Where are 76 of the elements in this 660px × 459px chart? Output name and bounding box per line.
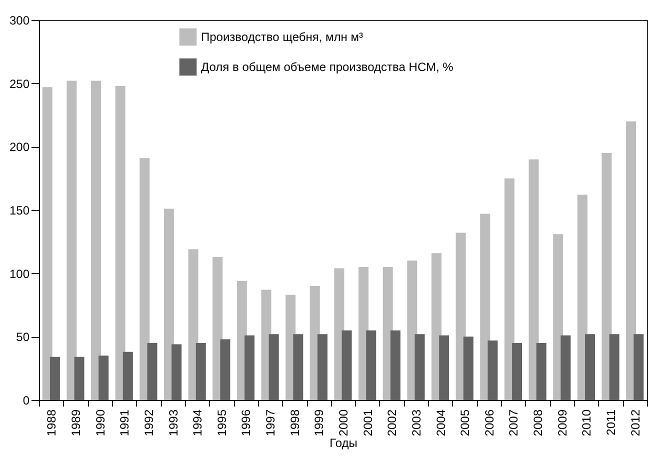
- x-tick-label: 2007: [506, 409, 521, 436]
- bar: [342, 330, 352, 400]
- bar: [577, 194, 588, 400]
- x-tick-label: 1995: [214, 409, 229, 436]
- bar: [456, 232, 466, 400]
- bar: [172, 344, 182, 400]
- bar: [536, 343, 546, 400]
- x-tick-label: 2012: [628, 409, 642, 436]
- bar: [528, 159, 539, 400]
- bar: [196, 343, 206, 400]
- x-tick-label: 1996: [239, 409, 254, 436]
- x-tick-label: 2001: [360, 409, 375, 436]
- bar: [602, 153, 612, 400]
- bar: [390, 330, 400, 400]
- x-tick-label: 1997: [264, 409, 278, 436]
- bar: [317, 334, 328, 400]
- x-tick-label: 1989: [68, 409, 83, 436]
- bar: [626, 121, 636, 400]
- bar: [407, 260, 418, 400]
- bar: [244, 335, 255, 400]
- x-tick-label: 1999: [312, 409, 326, 436]
- bar: [504, 178, 514, 400]
- bar: [488, 340, 498, 400]
- x-tick-label: 2005: [458, 409, 472, 436]
- bar: [293, 334, 304, 400]
- bar: [140, 158, 150, 400]
- bar: [463, 336, 474, 400]
- bar: [414, 334, 425, 400]
- y-tick-label: 100: [9, 266, 30, 281]
- legend-label: Доля в общем объеме производства НСМ, %: [201, 60, 454, 74]
- bar: [585, 334, 595, 400]
- bar: [188, 249, 198, 400]
- x-tick-label: 1993: [166, 409, 180, 436]
- bar: [164, 208, 174, 400]
- x-tick-label: 2008: [531, 409, 546, 436]
- x-tick-label: 2011: [604, 409, 618, 436]
- bar: [74, 356, 84, 400]
- bar: [268, 334, 279, 400]
- x-tick-label: 2010: [580, 409, 594, 436]
- bar: [480, 214, 490, 400]
- x-tick-label: 2004: [434, 409, 448, 436]
- y-tick-label: 300: [9, 14, 30, 28]
- bar: [553, 234, 564, 400]
- x-tick-label: 1991: [118, 409, 132, 436]
- legend-label: Производство щебня, млн м³: [201, 30, 363, 44]
- x-tick-label: 2009: [555, 409, 570, 436]
- bar: [366, 330, 376, 400]
- bar: [512, 343, 522, 400]
- y-tick-label: 150: [9, 204, 30, 218]
- bar: [91, 80, 101, 400]
- y-tick-label: 0: [22, 394, 30, 408]
- y-tick-label: 200: [9, 140, 30, 154]
- y-tick-label: 50: [16, 330, 30, 344]
- x-tick-label: 1992: [142, 409, 156, 436]
- bar: [98, 356, 109, 400]
- bar: [50, 356, 60, 400]
- bar: [115, 86, 126, 400]
- bar: [634, 334, 644, 400]
- y-tick-label: 250: [9, 76, 30, 91]
- bar: [439, 335, 450, 400]
- bar: [122, 352, 133, 400]
- x-tick-label: 1994: [190, 409, 205, 436]
- bar: [147, 343, 158, 400]
- x-tick-label: 2000: [336, 409, 350, 436]
- x-tick-label: 2006: [482, 409, 496, 436]
- x-axis-title: Годы: [330, 436, 358, 450]
- x-tick-label: 1998: [288, 409, 302, 436]
- bar: [66, 80, 77, 400]
- x-tick-label: 2003: [409, 409, 424, 436]
- bar: [42, 87, 52, 400]
- bar: [609, 334, 620, 400]
- bar: [560, 335, 571, 400]
- bar: [220, 339, 230, 400]
- x-tick-label: 1990: [93, 409, 108, 436]
- x-tick-label: 2002: [385, 409, 400, 436]
- x-tick-label: 1988: [44, 409, 59, 436]
